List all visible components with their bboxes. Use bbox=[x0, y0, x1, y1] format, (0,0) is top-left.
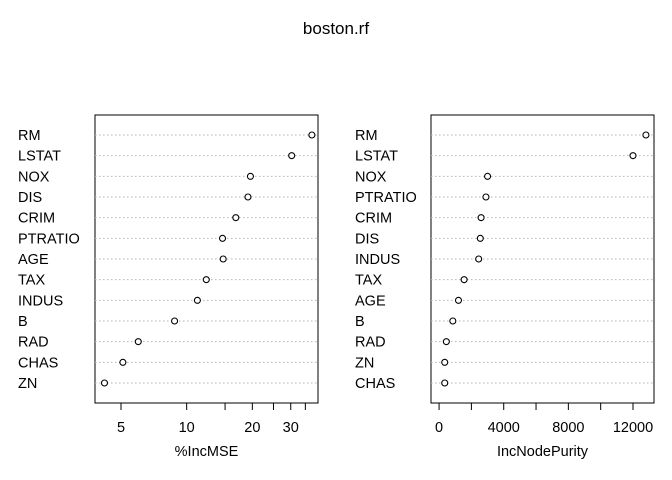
category-label: PTRATIO bbox=[355, 190, 417, 206]
category-label: LSTAT bbox=[355, 149, 398, 165]
category-label: DIS bbox=[355, 231, 379, 247]
data-point bbox=[193, 296, 201, 304]
data-point bbox=[119, 358, 127, 366]
category-label: TAX bbox=[18, 273, 45, 289]
data-point bbox=[449, 317, 457, 325]
data-point bbox=[460, 276, 468, 284]
category-label: AGE bbox=[355, 293, 386, 309]
category-label: CRIM bbox=[18, 211, 55, 227]
category-label: RM bbox=[355, 128, 378, 144]
data-point bbox=[629, 152, 637, 160]
chart-title: boston.rf bbox=[303, 19, 369, 38]
x-tick-label: 12000 bbox=[613, 420, 653, 436]
x-tick-label: 4000 bbox=[488, 420, 520, 436]
category-label: RM bbox=[18, 128, 41, 144]
data-point bbox=[202, 276, 210, 284]
data-point bbox=[232, 214, 240, 222]
data-point bbox=[219, 255, 227, 263]
panel-incmse: RM LSTAT NOX DIS CRIM PTRATIO AGE TAX INDUS B RAD C… bbox=[18, 114, 319, 460]
category-label: AGE bbox=[18, 252, 49, 268]
category-label: CHAS bbox=[18, 355, 58, 371]
data-point bbox=[134, 338, 142, 346]
category-label: ZN bbox=[355, 355, 374, 371]
x-tick-label: 0 bbox=[435, 420, 443, 436]
category-label: DIS bbox=[18, 190, 42, 206]
data-point bbox=[454, 296, 463, 304]
category-label: NOX bbox=[18, 169, 50, 185]
category-label: NOX bbox=[355, 169, 387, 185]
data-point bbox=[171, 317, 179, 325]
category-label: ZN bbox=[18, 376, 37, 392]
category-label: CHAS bbox=[355, 376, 395, 392]
data-point bbox=[441, 358, 449, 366]
category-label: INDUS bbox=[355, 252, 400, 268]
category-label: PTRATIO bbox=[18, 231, 80, 247]
category-label: B bbox=[18, 314, 28, 330]
x-tick-label: 30 bbox=[283, 420, 299, 436]
category-label: TAX bbox=[355, 273, 382, 289]
data-point bbox=[442, 338, 450, 346]
data-point bbox=[100, 379, 109, 387]
data-point bbox=[476, 234, 484, 242]
data-point bbox=[484, 172, 492, 180]
data-point bbox=[441, 379, 449, 387]
x-axis-label: IncNodePurity bbox=[497, 444, 589, 460]
data-point bbox=[477, 214, 485, 222]
x-axis-label: %IncMSE bbox=[175, 444, 239, 460]
x-tick-label: 5 bbox=[117, 420, 125, 436]
data-point bbox=[308, 131, 316, 139]
category-label: LSTAT bbox=[18, 149, 61, 165]
data-point bbox=[246, 172, 254, 180]
category-label: B bbox=[355, 314, 365, 330]
panel-incnodepurity: RM LSTAT NOX PTRATIO CRIM DIS INDUS TAX AGE B RAD Z… bbox=[355, 114, 655, 460]
category-label: RAD bbox=[355, 335, 386, 351]
category-label: INDUS bbox=[18, 293, 63, 309]
data-point bbox=[642, 131, 650, 139]
data-point bbox=[288, 152, 296, 160]
data-point bbox=[244, 193, 252, 201]
x-tick-label: 20 bbox=[244, 420, 260, 436]
data-point bbox=[482, 193, 490, 201]
x-tick-label: 10 bbox=[179, 420, 195, 436]
category-label: RAD bbox=[18, 335, 49, 351]
category-label: CRIM bbox=[355, 211, 392, 227]
data-point bbox=[218, 234, 227, 242]
data-point bbox=[475, 255, 483, 263]
x-tick-label: 8000 bbox=[552, 420, 584, 436]
